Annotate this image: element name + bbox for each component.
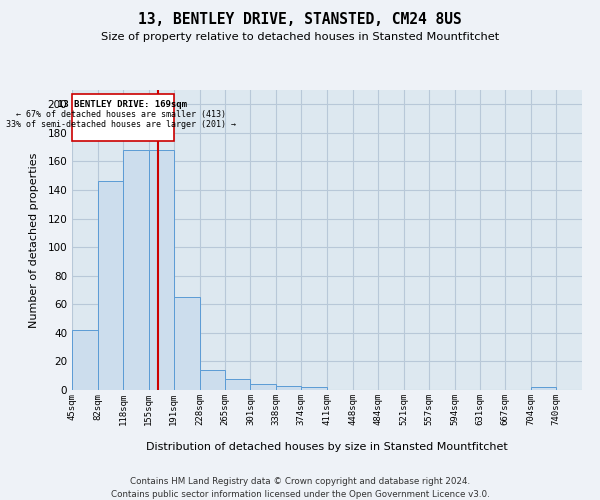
Text: ← 67% of detached houses are smaller (413): ← 67% of detached houses are smaller (41… (16, 110, 226, 119)
Bar (531, 387, 556, 390)
Text: 13, BENTLEY DRIVE, STANSTED, CM24 8US: 13, BENTLEY DRIVE, STANSTED, CM24 8US (138, 12, 462, 28)
Text: 33% of semi-detached houses are larger (201) →: 33% of semi-detached houses are larger (… (7, 120, 236, 129)
Bar (301, 387, 327, 390)
Bar (72, 330, 98, 390)
Text: 13 BENTLEY DRIVE: 169sqm: 13 BENTLEY DRIVE: 169sqm (58, 100, 187, 109)
Bar (174, 297, 199, 390)
Bar (149, 150, 174, 390)
Bar (98, 182, 123, 390)
Text: Size of property relative to detached houses in Stansted Mountfitchet: Size of property relative to detached ho… (101, 32, 499, 42)
Text: Distribution of detached houses by size in Stansted Mountfitchet: Distribution of detached houses by size … (146, 442, 508, 452)
FancyBboxPatch shape (72, 94, 174, 142)
Bar (225, 378, 250, 390)
Bar (123, 150, 149, 390)
Text: Contains public sector information licensed under the Open Government Licence v3: Contains public sector information licen… (110, 490, 490, 499)
Bar (199, 370, 225, 390)
Y-axis label: Number of detached properties: Number of detached properties (29, 152, 39, 328)
Text: Contains HM Land Registry data © Crown copyright and database right 2024.: Contains HM Land Registry data © Crown c… (130, 478, 470, 486)
Bar (276, 386, 301, 390)
Bar (250, 384, 276, 390)
